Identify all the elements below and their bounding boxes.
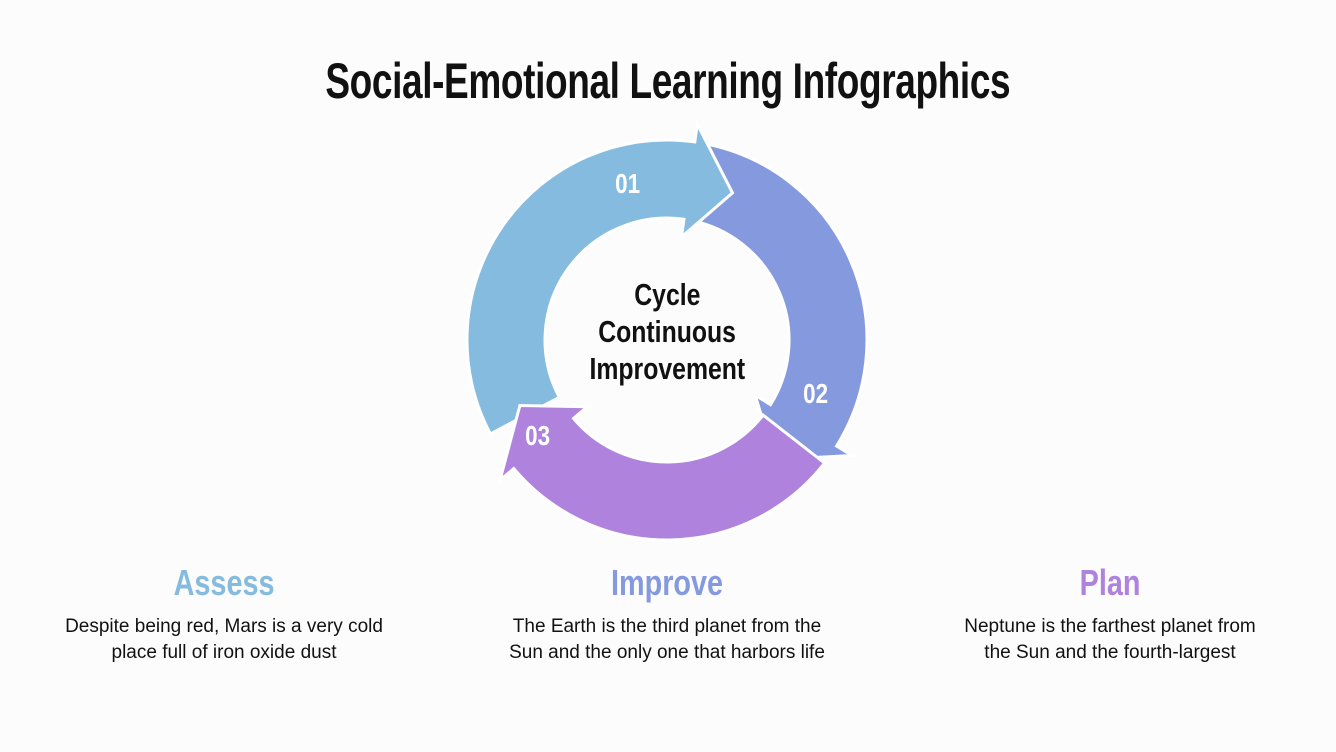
- step-description: Despite being red, Mars is a very cold p…: [65, 616, 383, 663]
- step-plan: Plan Neptune is the farthest planet from…: [950, 562, 1270, 666]
- step-assess: Assess Despite being red, Mars is a very…: [64, 562, 384, 666]
- cycle-arrow-03: [497, 403, 827, 542]
- cycle-arrow-01-head: [667, 119, 735, 241]
- step-description: The Earth is the third planet from the S…: [509, 616, 825, 663]
- step-improve: Improve The Earth is the third planet fr…: [507, 562, 827, 666]
- step-heading: Improve: [610, 562, 724, 603]
- page-title: Social-Emotional Learning Infographics: [325, 53, 1011, 109]
- center-label: Cycle Continuous Improvement: [589, 277, 745, 386]
- step-description: Neptune is the farthest planet from the …: [964, 616, 1256, 663]
- step-heading: Assess: [173, 562, 275, 603]
- step-number-03: 03: [525, 420, 551, 451]
- cycle-arrow-02: [690, 142, 869, 462]
- step-heading: Plan: [1079, 562, 1141, 603]
- step-number-01: 01: [615, 168, 641, 199]
- step-number-02: 02: [803, 378, 829, 409]
